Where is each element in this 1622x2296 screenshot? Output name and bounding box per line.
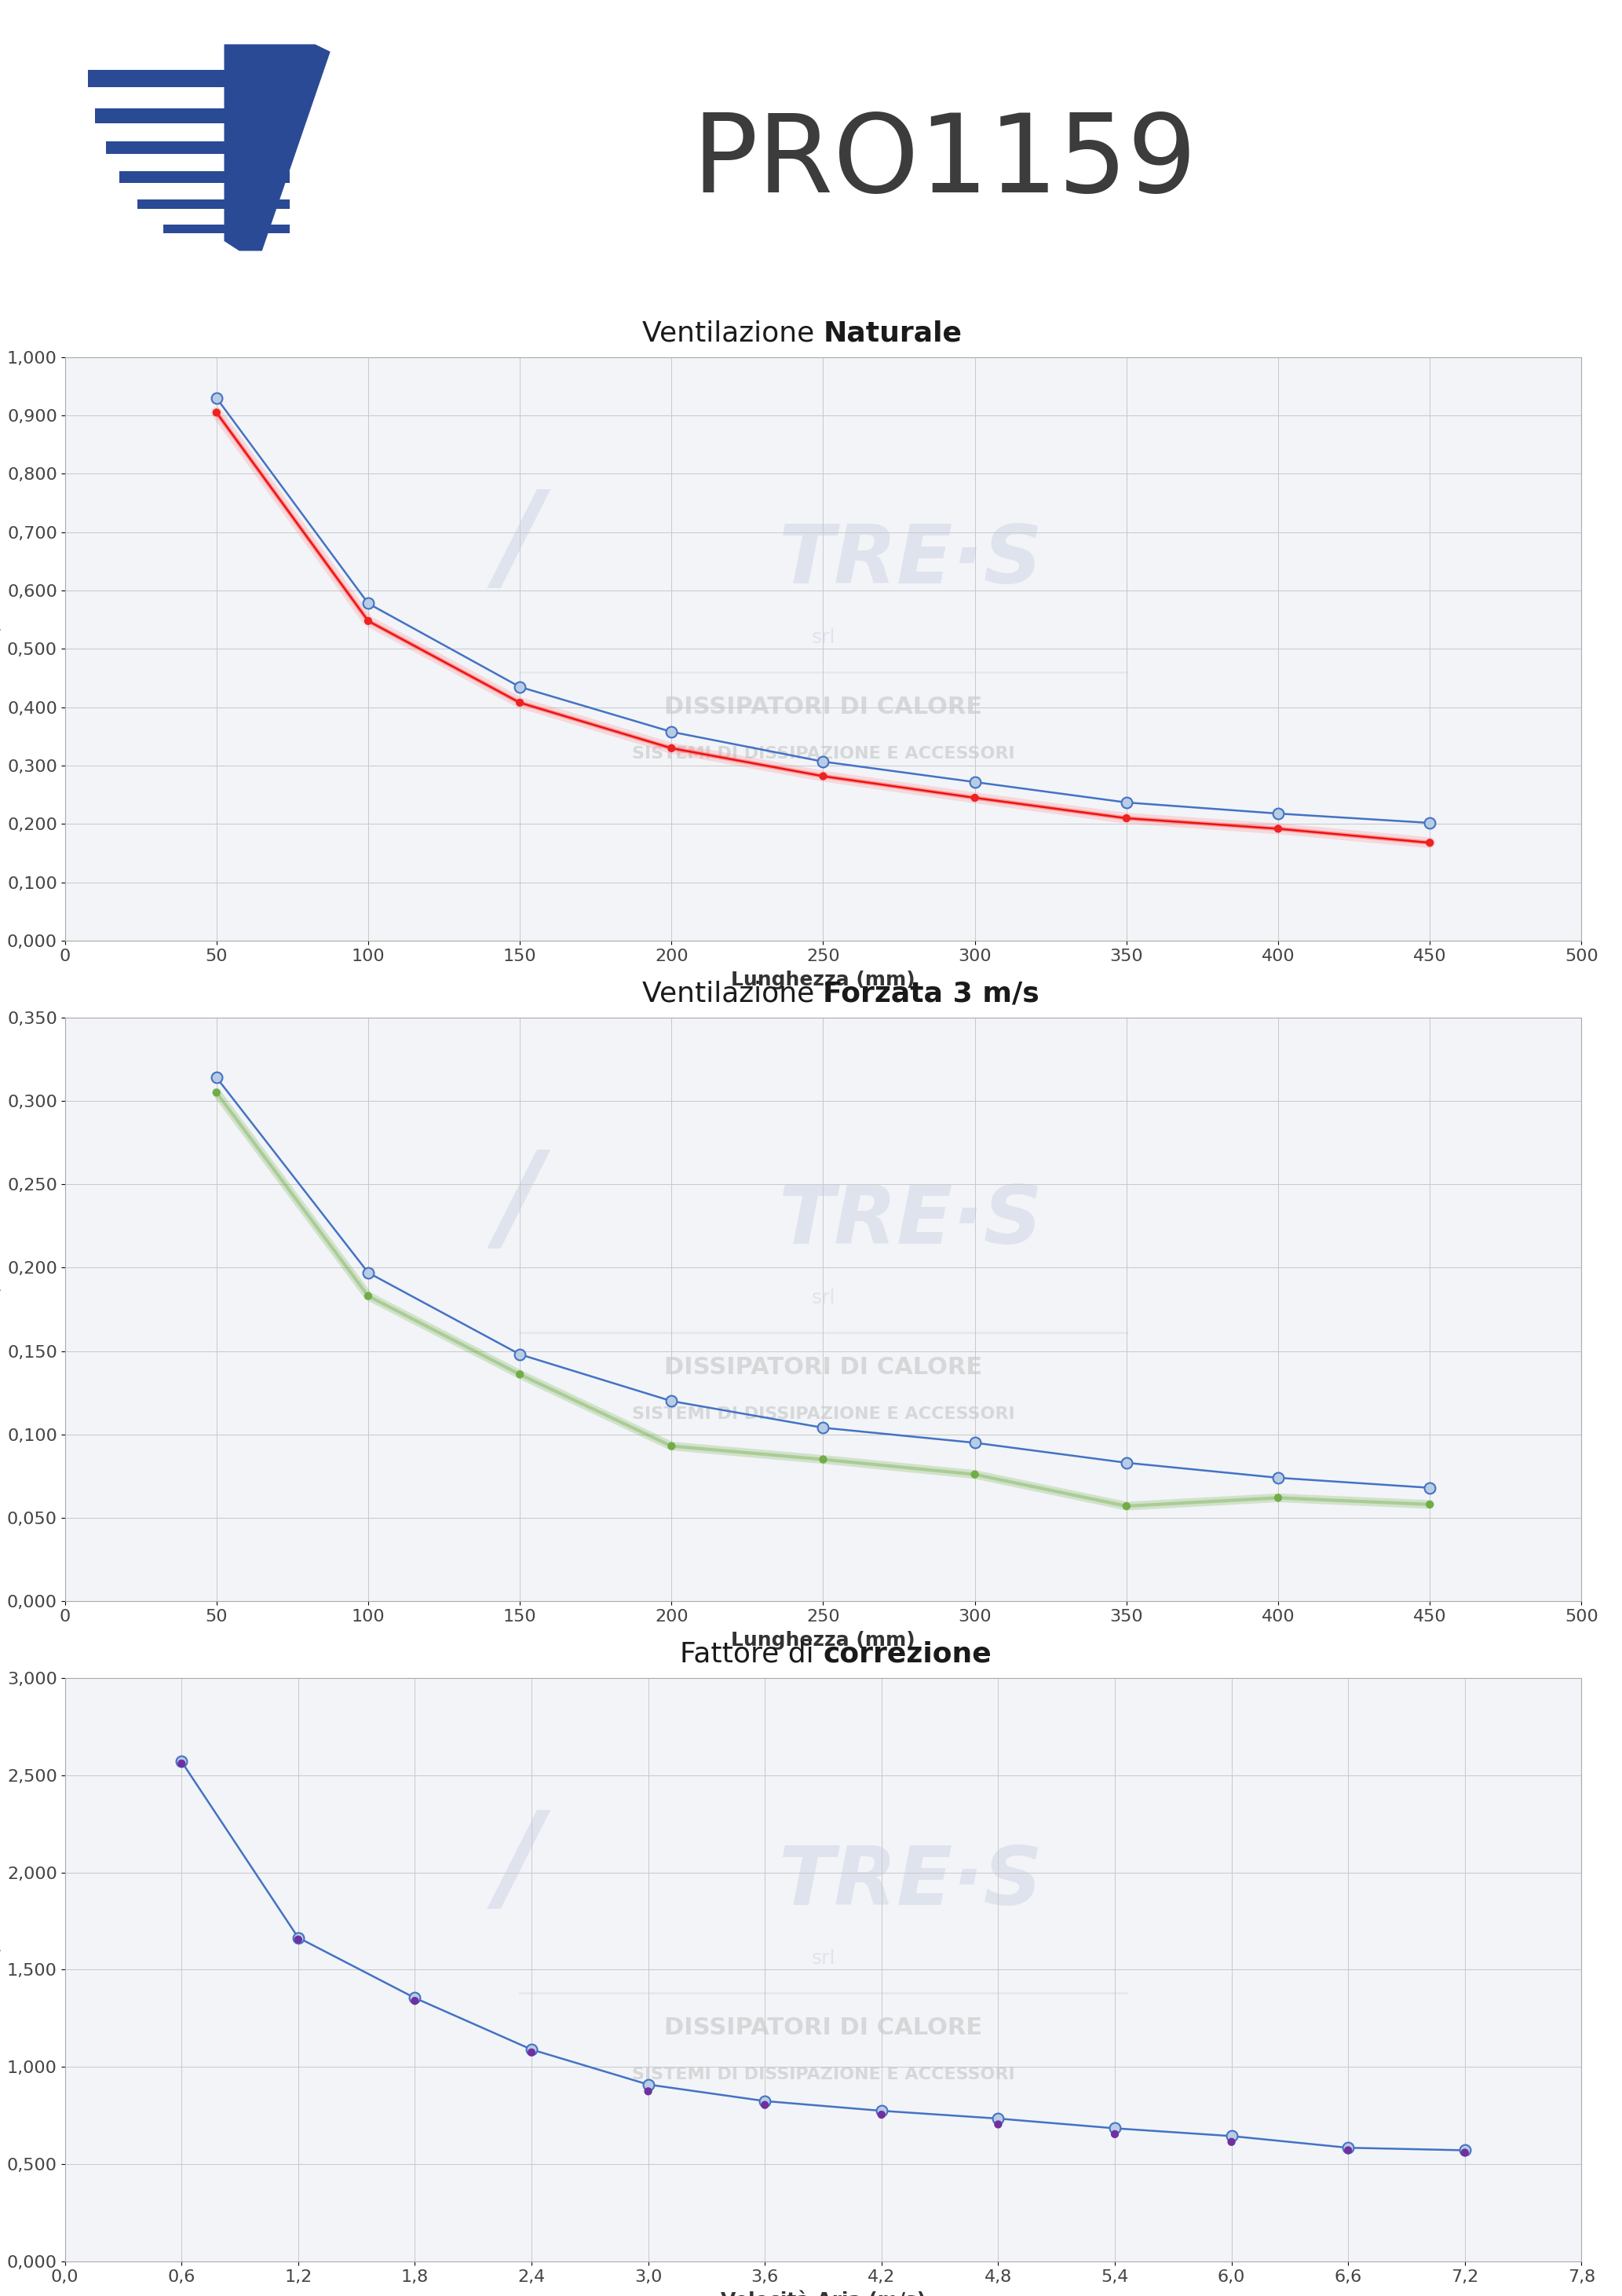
Text: Forzata 3 m/s: Forzata 3 m/s [822, 980, 1040, 1008]
X-axis label: Velocità Aria (m/s): Velocità Aria (m/s) [720, 2291, 926, 2296]
Point [355, 602, 381, 638]
Text: /: / [498, 1146, 542, 1263]
Text: TRE·S: TRE·S [777, 1841, 1041, 1922]
Point [285, 1922, 311, 1958]
X-axis label: Lunghezza (mm): Lunghezza (mm) [732, 971, 915, 990]
Point [506, 684, 532, 721]
Text: DISSIPATORI DI CALORE: DISSIPATORI DI CALORE [663, 1357, 983, 1380]
Y-axis label: RTH °C/W: RTH °C/W [0, 1929, 3, 2011]
Point [1452, 2135, 1478, 2172]
Text: SISTEMI DI DISSIPAZIONE E ACCESSORI: SISTEMI DI DISSIPAZIONE E ACCESSORI [631, 1407, 1015, 1421]
Text: SISTEMI DI DISSIPAZIONE E ACCESSORI: SISTEMI DI DISSIPAZIONE E ACCESSORI [631, 2066, 1015, 2082]
Point [985, 2105, 1011, 2142]
Point [506, 1357, 532, 1394]
Y-axis label: RTH °C/W: RTH °C/W [0, 606, 3, 691]
Point [204, 1075, 230, 1111]
Point [1113, 799, 1139, 836]
Text: Naturale: Naturale [822, 319, 962, 347]
Point [753, 2087, 779, 2124]
Point [1265, 1479, 1291, 1515]
Text: TRE·S: TRE·S [777, 1182, 1041, 1261]
Text: Ventilazione: Ventilazione [642, 980, 822, 1008]
Y-axis label: RTH °C/W: RTH °C/W [0, 1267, 3, 1352]
Text: srl: srl [811, 627, 835, 647]
Text: PRO1159: PRO1159 [693, 110, 1197, 216]
Bar [105, 142, 289, 154]
Point [1418, 1486, 1444, 1522]
Bar [164, 225, 289, 234]
Text: srl: srl [811, 1949, 835, 1968]
Text: DISSIPATORI DI CALORE: DISSIPATORI DI CALORE [663, 2016, 983, 2039]
Point [659, 1428, 684, 1465]
Point [1265, 810, 1291, 847]
Point [636, 2073, 662, 2110]
Text: correzione: correzione [822, 1642, 991, 1667]
Point [169, 1745, 195, 1782]
Text: srl: srl [811, 1288, 835, 1306]
Point [809, 758, 837, 794]
Text: DISSIPATORI DI CALORE: DISSIPATORI DI CALORE [663, 696, 983, 719]
Text: SISTEMI DI DISSIPAZIONE E ACCESSORI: SISTEMI DI DISSIPAZIONE E ACCESSORI [631, 746, 1015, 762]
Text: Ventilazione: Ventilazione [642, 319, 822, 347]
Bar [96, 108, 289, 124]
Point [402, 1981, 428, 2018]
Text: Fattore di: Fattore di [680, 1642, 822, 1667]
Bar [138, 200, 289, 209]
Point [519, 2034, 545, 2071]
Text: /: / [498, 1807, 542, 1924]
Point [1101, 2115, 1127, 2151]
Text: /: / [498, 484, 542, 602]
Point [809, 1442, 837, 1479]
Point [355, 1277, 381, 1313]
Polygon shape [224, 44, 331, 250]
Point [1418, 824, 1444, 861]
Point [868, 2096, 894, 2133]
Point [962, 1456, 988, 1492]
X-axis label: Lunghezza (mm): Lunghezza (mm) [732, 1630, 915, 1651]
Bar [120, 172, 289, 184]
Point [1218, 2124, 1244, 2161]
Point [1113, 1488, 1139, 1525]
Point [962, 778, 988, 815]
Text: TRE·S: TRE·S [777, 521, 1041, 602]
Point [1335, 2133, 1361, 2170]
Point [659, 730, 684, 767]
Point [204, 395, 230, 432]
Bar [88, 71, 289, 87]
